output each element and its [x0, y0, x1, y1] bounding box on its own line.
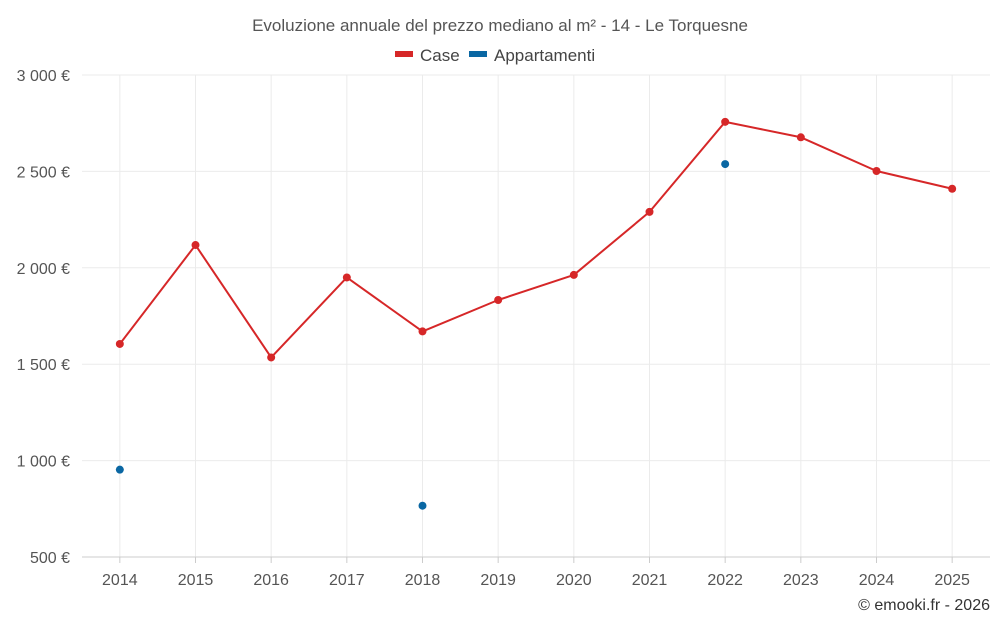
legend-item-appartamenti[interactable]: Appartamenti [469, 46, 595, 65]
data-point-case-2025[interactable] [948, 184, 957, 193]
x-tick-label: 2019 [480, 572, 516, 589]
data-point-case-2014[interactable] [115, 339, 124, 348]
data-point-case-2022[interactable] [721, 117, 730, 126]
data-point-case-2017[interactable] [342, 273, 351, 282]
x-tick-label: 2025 [934, 572, 970, 589]
data-point-appartamenti-2014[interactable] [115, 465, 124, 474]
data-point-case-2023[interactable] [796, 133, 805, 142]
axes: 500 € 1 000 € 1 500 € 2 000 € 2 500 € 3 000 €… [17, 68, 990, 589]
data-point-case-2019[interactable] [494, 295, 503, 304]
legend-item-case[interactable]: Case [395, 46, 460, 65]
data-point-case-2015[interactable] [191, 241, 200, 250]
series-line-case [119, 120, 953, 359]
x-tick-label: 2014 [102, 572, 138, 589]
x-tick-label: 2021 [632, 572, 668, 589]
data-point-case-2024[interactable] [872, 167, 881, 176]
y-tick-label: 3 000 € [17, 68, 70, 85]
data-point-case-2016[interactable] [267, 353, 276, 362]
legend-label-appartamenti: Appartamenti [494, 46, 595, 65]
x-tick-label: 2020 [556, 572, 592, 589]
legend-label-case: Case [420, 46, 460, 65]
y-tick-label: 1 000 € [17, 454, 70, 471]
credit: © emooki.fr - 2026 [858, 597, 990, 614]
data-point-appartamenti-2018[interactable] [418, 501, 427, 510]
x-tick-label: 2023 [783, 572, 819, 589]
y-tick-label: 2 000 € [17, 261, 70, 278]
y-tick-label: 2 500 € [17, 164, 70, 181]
data-point-appartamenti-2022[interactable] [721, 160, 730, 169]
x-tick-label: 2017 [329, 572, 365, 589]
legend-swatch-case [395, 51, 413, 57]
x-tick-label: 2022 [707, 572, 743, 589]
legend-swatch-appartamenti [469, 51, 487, 57]
data-point-case-2021[interactable] [645, 207, 654, 216]
x-tick-label: 2018 [405, 572, 441, 589]
data-point-case-2020[interactable] [569, 270, 578, 279]
data-point-case-2018[interactable] [418, 327, 427, 336]
chart-title: Evoluzione annuale del prezzo mediano al… [252, 16, 748, 35]
x-tick-label: 2016 [253, 572, 289, 589]
x-tick-label: 2024 [859, 572, 895, 589]
grid [82, 74, 990, 557]
y-tick-label: 1 500 € [17, 357, 70, 374]
series [115, 117, 957, 510]
y-tick-label: 500 € [30, 550, 70, 567]
legend: Case Appartamenti [395, 46, 595, 65]
x-tick-label: 2015 [178, 572, 214, 589]
